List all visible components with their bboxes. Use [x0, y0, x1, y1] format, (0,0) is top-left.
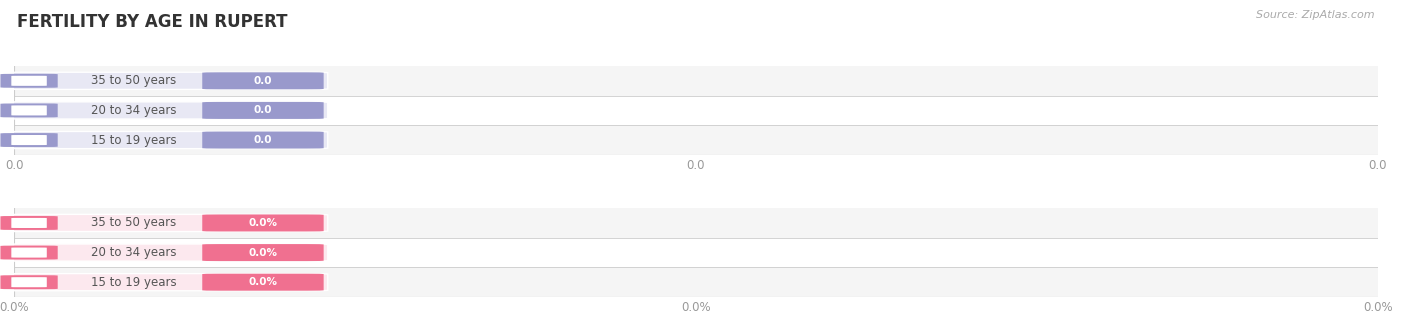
FancyBboxPatch shape — [0, 104, 58, 117]
FancyBboxPatch shape — [202, 274, 323, 291]
FancyBboxPatch shape — [0, 133, 58, 147]
FancyBboxPatch shape — [11, 135, 46, 145]
Text: 15 to 19 years: 15 to 19 years — [90, 276, 176, 289]
Text: 0.0%: 0.0% — [249, 277, 277, 287]
Text: Source: ZipAtlas.com: Source: ZipAtlas.com — [1257, 10, 1375, 20]
FancyBboxPatch shape — [11, 105, 46, 115]
Text: 0.0: 0.0 — [253, 135, 273, 145]
Text: FERTILITY BY AGE IN RUPERT: FERTILITY BY AGE IN RUPERT — [17, 13, 287, 31]
Text: 0.0: 0.0 — [253, 76, 273, 86]
Text: 15 to 19 years: 15 to 19 years — [90, 134, 176, 147]
Bar — [14, 96, 1378, 125]
Text: 0.0%: 0.0% — [249, 248, 277, 258]
FancyBboxPatch shape — [0, 72, 328, 89]
FancyBboxPatch shape — [202, 102, 323, 119]
Bar — [14, 208, 1378, 238]
FancyBboxPatch shape — [202, 72, 323, 89]
Bar — [14, 238, 1378, 267]
FancyBboxPatch shape — [0, 274, 328, 291]
Text: 35 to 50 years: 35 to 50 years — [91, 216, 176, 229]
FancyBboxPatch shape — [11, 76, 46, 86]
FancyBboxPatch shape — [202, 214, 323, 231]
FancyBboxPatch shape — [0, 275, 58, 289]
Bar — [14, 267, 1378, 297]
FancyBboxPatch shape — [0, 214, 328, 232]
FancyBboxPatch shape — [0, 244, 328, 261]
FancyBboxPatch shape — [0, 216, 58, 230]
FancyBboxPatch shape — [11, 248, 46, 258]
Text: 0.0: 0.0 — [253, 105, 273, 115]
Text: 20 to 34 years: 20 to 34 years — [90, 104, 176, 117]
Bar — [14, 66, 1378, 96]
Text: 35 to 50 years: 35 to 50 years — [91, 74, 176, 87]
FancyBboxPatch shape — [202, 244, 323, 261]
Bar — [14, 125, 1378, 155]
FancyBboxPatch shape — [11, 277, 46, 287]
Text: 20 to 34 years: 20 to 34 years — [90, 246, 176, 259]
FancyBboxPatch shape — [0, 74, 58, 88]
FancyBboxPatch shape — [0, 246, 58, 259]
Text: 0.0%: 0.0% — [249, 218, 277, 228]
FancyBboxPatch shape — [0, 131, 328, 148]
FancyBboxPatch shape — [0, 102, 328, 119]
FancyBboxPatch shape — [11, 218, 46, 228]
FancyBboxPatch shape — [202, 132, 323, 148]
